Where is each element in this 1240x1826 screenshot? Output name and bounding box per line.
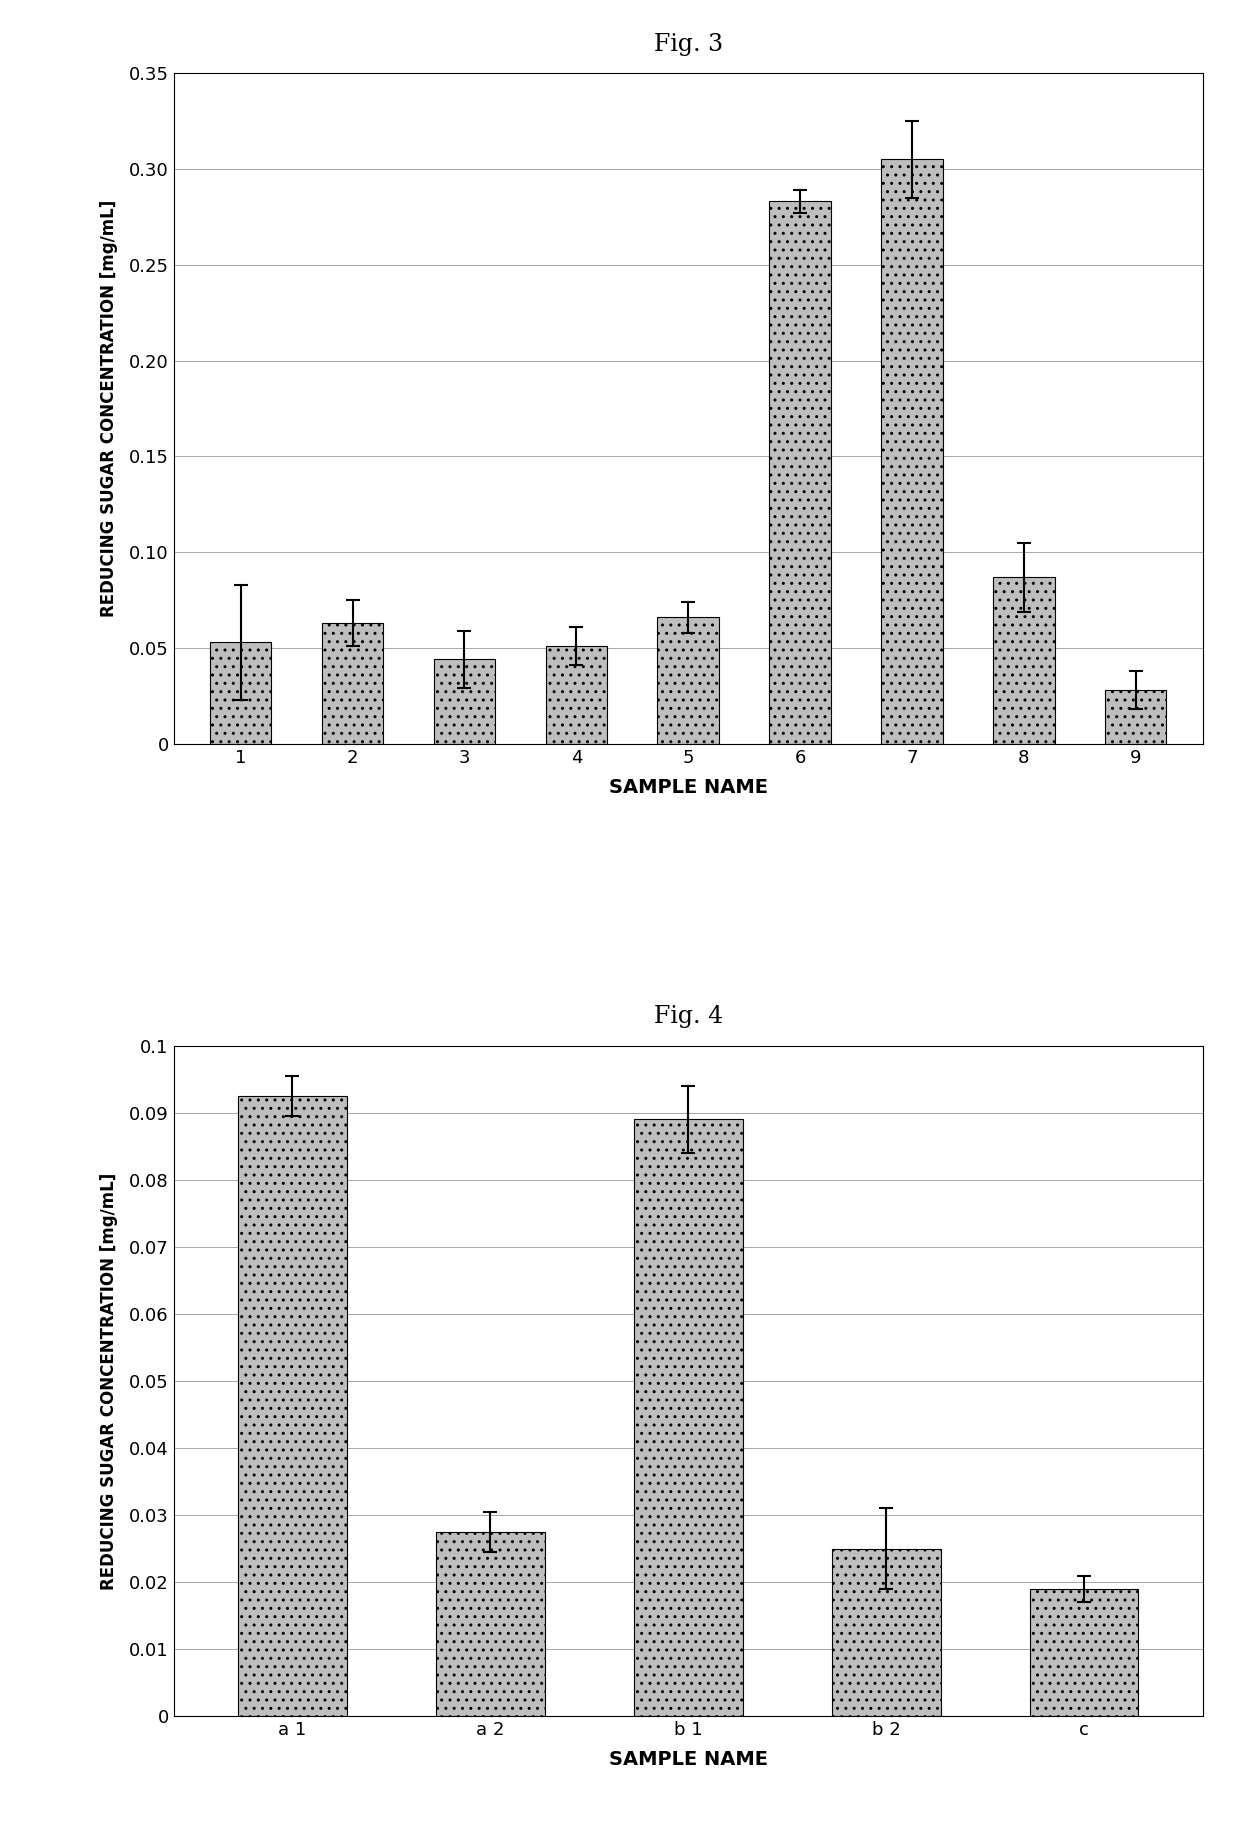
Bar: [210, 643, 272, 743]
Title: Fig. 4: Fig. 4: [653, 1006, 723, 1028]
Bar: [993, 577, 1054, 743]
Bar: [238, 1096, 347, 1716]
Bar: [1029, 1589, 1138, 1716]
Bar: [769, 201, 831, 743]
Bar: [657, 617, 719, 743]
Bar: [546, 646, 608, 743]
Bar: [434, 659, 495, 743]
Title: Fig. 3: Fig. 3: [653, 33, 723, 57]
X-axis label: SAMPLE NAME: SAMPLE NAME: [609, 778, 768, 796]
X-axis label: SAMPLE NAME: SAMPLE NAME: [609, 1751, 768, 1769]
Bar: [634, 1119, 743, 1716]
Bar: [322, 623, 383, 743]
Y-axis label: REDUCING SUGAR CONCENTRATION [mg/mL]: REDUCING SUGAR CONCENTRATION [mg/mL]: [99, 199, 118, 617]
Y-axis label: REDUCING SUGAR CONCENTRATION [mg/mL]: REDUCING SUGAR CONCENTRATION [mg/mL]: [100, 1172, 118, 1590]
Bar: [435, 1532, 544, 1716]
Bar: [1105, 690, 1167, 743]
Bar: [882, 159, 942, 743]
Bar: [832, 1548, 941, 1716]
